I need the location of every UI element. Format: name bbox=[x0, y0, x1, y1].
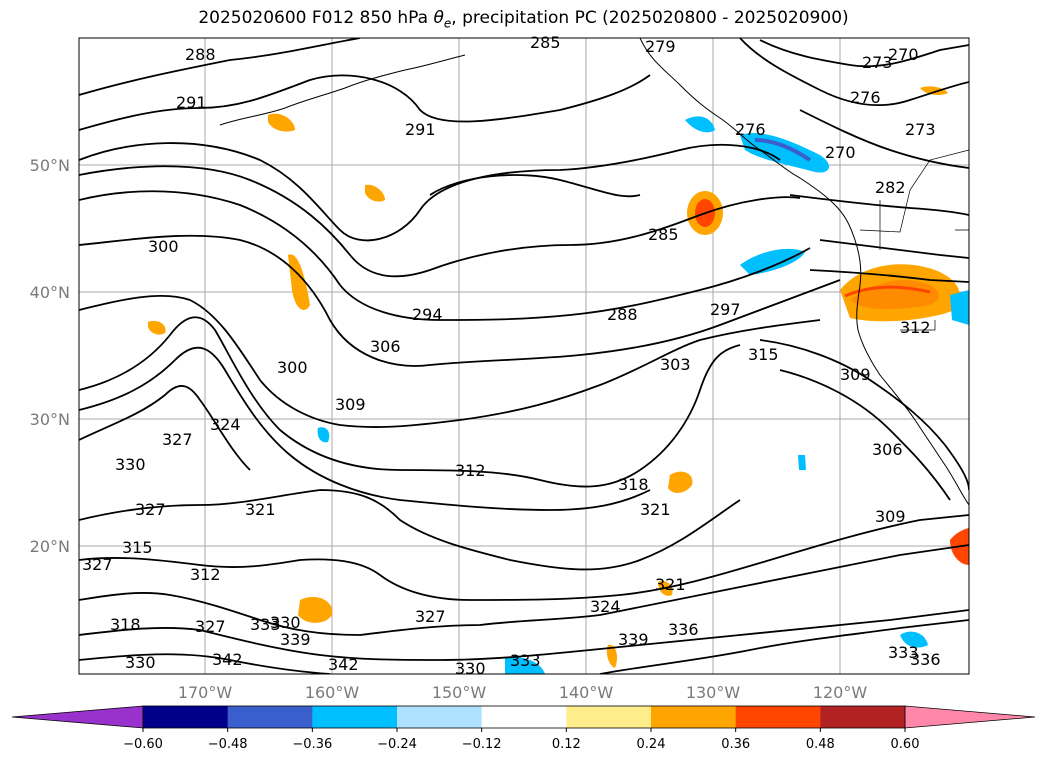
contour-label: 309 bbox=[335, 395, 366, 414]
contour-label: 321 bbox=[245, 500, 276, 519]
contour-label: 339 bbox=[618, 630, 649, 649]
colorbar-tick-label: −0.60 bbox=[123, 737, 163, 752]
contour-label: 315 bbox=[748, 345, 779, 364]
colorbar bbox=[11, 705, 1036, 729]
contour-label: 327 bbox=[162, 430, 193, 449]
contour-label: 291 bbox=[176, 93, 207, 112]
colorbar-tick-label: 0.48 bbox=[806, 737, 835, 752]
lon-label: 170°W bbox=[178, 683, 233, 702]
contour-label: 294 bbox=[412, 305, 443, 324]
contour-label: 300 bbox=[277, 358, 308, 377]
contour-label: 312 bbox=[900, 318, 931, 337]
contour-label: 327 bbox=[135, 500, 166, 519]
contour-label: 288 bbox=[607, 305, 638, 324]
lon-label: 150°W bbox=[432, 683, 487, 702]
contour-label: 309 bbox=[875, 507, 906, 526]
contour-label: 306 bbox=[872, 440, 903, 459]
contour-label: 324 bbox=[210, 415, 241, 434]
contour-label: 333 bbox=[250, 615, 281, 634]
precipitation-shading bbox=[148, 86, 969, 674]
contour-label: 273 bbox=[862, 53, 893, 72]
contour-label: 303 bbox=[660, 355, 691, 374]
contour-label: 318 bbox=[618, 475, 649, 494]
contour-label: 333 bbox=[888, 643, 919, 662]
contour-label: 312 bbox=[190, 565, 221, 584]
contour-label: 291 bbox=[405, 120, 436, 139]
contour-label: 330 bbox=[115, 455, 146, 474]
contour-labels: 288 285 279 270 273 291 276 273 291 276 … bbox=[82, 33, 941, 678]
contour-label: 270 bbox=[825, 143, 856, 162]
contour-label: 327 bbox=[82, 555, 113, 574]
contour-label: 333 bbox=[510, 651, 541, 670]
contour-label: 297 bbox=[710, 300, 741, 319]
contour-label: 279 bbox=[645, 37, 676, 56]
colorbar-bin bbox=[481, 706, 567, 728]
colorbar-tick-label: 0.24 bbox=[637, 737, 666, 752]
plot-border bbox=[78, 37, 970, 675]
colorbar-tick-label: −0.12 bbox=[462, 737, 502, 752]
contour-label: 285 bbox=[648, 225, 679, 244]
contour-label: 285 bbox=[530, 33, 561, 52]
longitude-labels: 170°W 160°W 150°W 140°W 130°W 120°W bbox=[178, 683, 868, 702]
graticule bbox=[79, 38, 969, 674]
colorbar-bin bbox=[566, 706, 652, 728]
colorbar-bin bbox=[651, 706, 737, 728]
contour-label: 306 bbox=[370, 337, 401, 356]
lat-label: 40°N bbox=[30, 283, 70, 302]
contour-label: 282 bbox=[875, 178, 906, 197]
lon-label: 160°W bbox=[305, 683, 360, 702]
contour-label: 339 bbox=[280, 630, 311, 649]
colorbar-tick-label: −0.36 bbox=[292, 737, 332, 752]
contour-label: 324 bbox=[590, 597, 621, 616]
contour-label: 327 bbox=[195, 617, 226, 636]
colorbar-extend-high bbox=[904, 705, 1036, 729]
colorbar-ticks: −0.60 −0.48 −0.36 −0.24 −0.12 0.12 0.24 0.36 0.4… bbox=[123, 728, 919, 752]
colorbar-bin bbox=[735, 706, 821, 728]
colorbar-frame bbox=[142, 705, 906, 729]
contour-label: 342 bbox=[328, 655, 359, 674]
colorbar-tick-label: −0.48 bbox=[208, 737, 248, 752]
colorbar-bin bbox=[820, 706, 906, 728]
contour-label: 327 bbox=[415, 607, 446, 626]
lat-label: 30°N bbox=[30, 410, 70, 429]
colorbar-tick-label: 0.12 bbox=[552, 737, 581, 752]
contour-label: 336 bbox=[668, 620, 699, 639]
colorbar-bin bbox=[143, 706, 229, 728]
colorbar-bin bbox=[227, 706, 313, 728]
contour-label: 330 bbox=[455, 659, 486, 678]
contour-label: 270 bbox=[888, 45, 919, 64]
contour-label: 336 bbox=[910, 650, 941, 669]
contour-label: 330 bbox=[270, 613, 301, 632]
colorbar-tick-label: −0.24 bbox=[377, 737, 417, 752]
contour-label: 276 bbox=[850, 88, 881, 107]
contour-label: 330 bbox=[125, 653, 156, 672]
contour-label: 273 bbox=[905, 120, 936, 139]
lat-label: 50°N bbox=[30, 156, 70, 175]
lat-label: 20°N bbox=[30, 537, 70, 556]
colorbar-tick-label: 0.60 bbox=[891, 737, 920, 752]
contour-label: 288 bbox=[185, 45, 216, 64]
contour-label: 309 bbox=[840, 365, 871, 384]
map-title: 2025020600 F012 850 hPa θe, precipitatio… bbox=[198, 8, 849, 31]
colorbar-bin bbox=[397, 706, 483, 728]
lon-label: 120°W bbox=[813, 683, 868, 702]
lon-label: 130°W bbox=[686, 683, 741, 702]
colorbar-tick-label: 0.36 bbox=[721, 737, 750, 752]
contour-label: 318 bbox=[110, 615, 141, 634]
colorbar-bin bbox=[312, 706, 398, 728]
contour-label: 342 bbox=[212, 650, 243, 669]
contour-label: 321 bbox=[640, 500, 671, 519]
contour-label: 312 bbox=[455, 461, 486, 480]
latitude-labels: 50°N 40°N 30°N 20°N bbox=[30, 156, 70, 556]
theta-e-contours bbox=[79, 38, 969, 674]
contour-label: 276 bbox=[735, 120, 766, 139]
colorbar-extend-low bbox=[11, 705, 144, 729]
lon-label: 140°W bbox=[559, 683, 614, 702]
contour-label: 300 bbox=[148, 237, 179, 256]
contour-label: 315 bbox=[122, 538, 153, 557]
contour-label: 321 bbox=[655, 575, 686, 594]
